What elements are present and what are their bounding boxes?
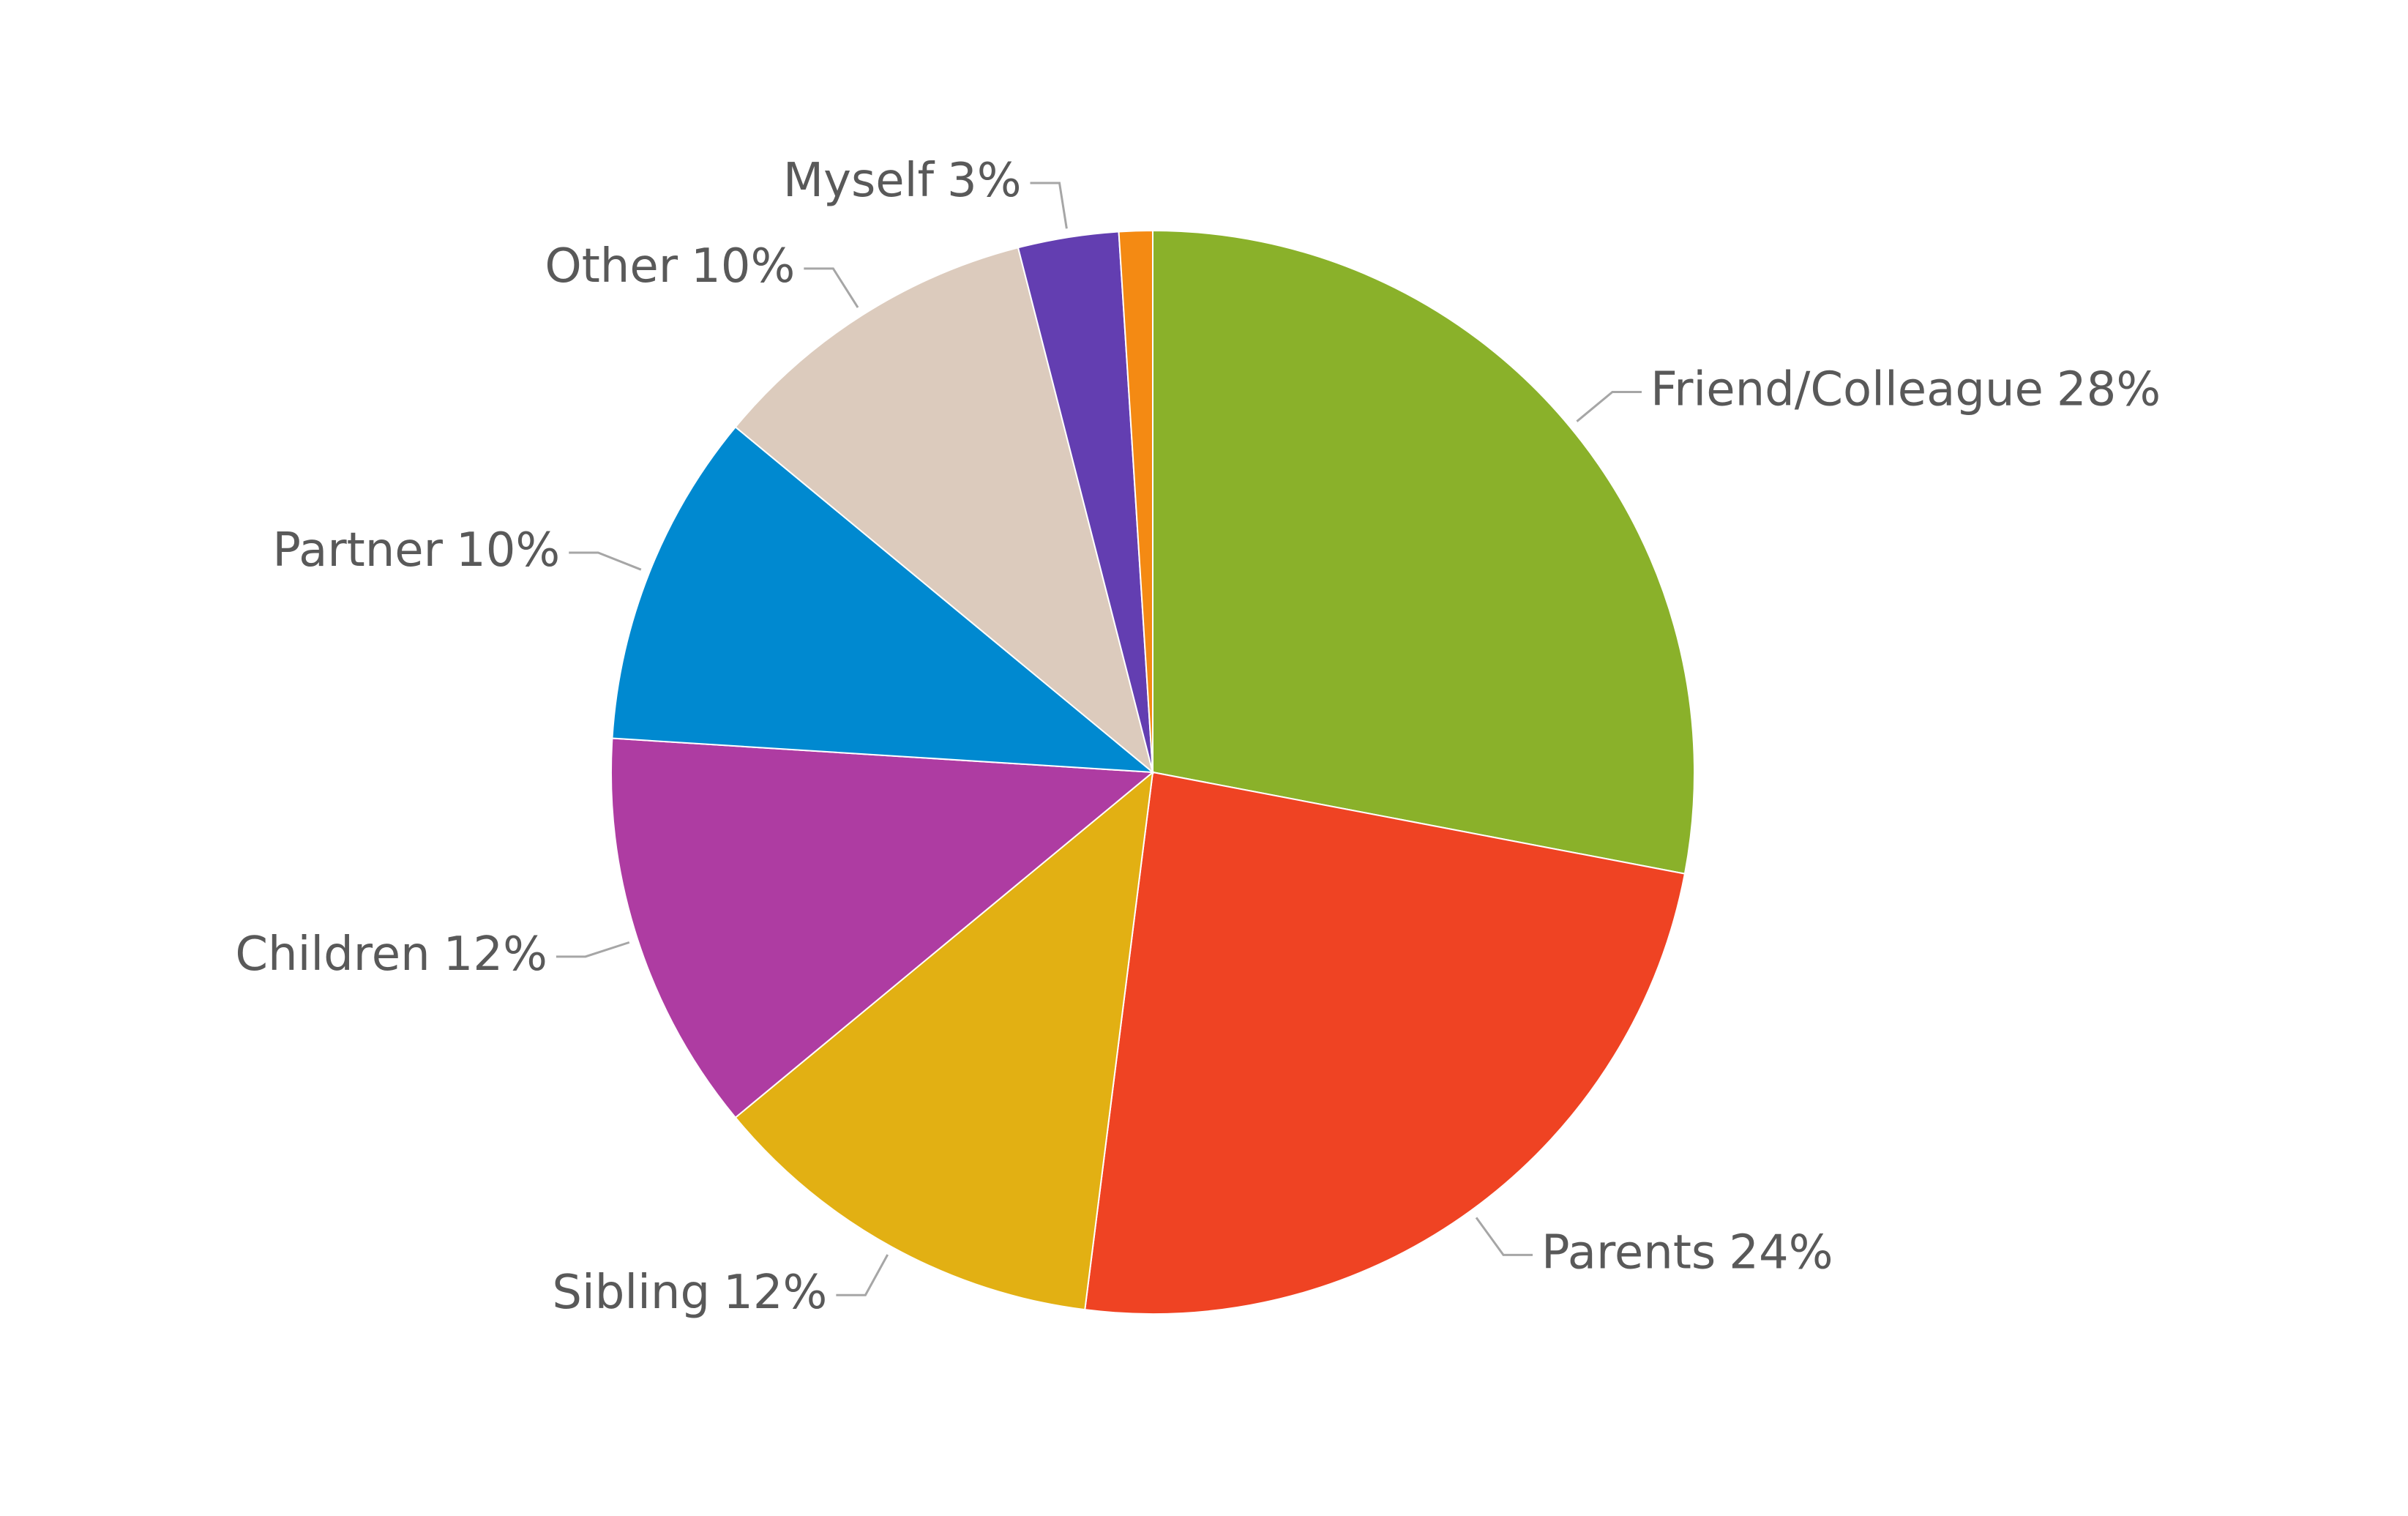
slice-value: 10% [691, 239, 795, 293]
leader-line [569, 551, 642, 571]
slice-label: Sibling 12% [552, 1266, 827, 1320]
leader-line [1475, 1217, 1533, 1256]
pie-slice [734, 770, 1154, 1311]
slice-category: Partner [272, 523, 443, 578]
slice-category: Parents [1541, 1225, 1716, 1280]
slice-label: Children 12% [235, 927, 547, 981]
slice-label: Parents 24% [1541, 1225, 1833, 1280]
pie-slice [1084, 771, 1686, 1315]
slice-value: 3% [947, 154, 1022, 208]
leader-line [1576, 390, 1642, 422]
slice-label: Other 10% [545, 239, 795, 293]
slice-category: Other [545, 239, 678, 293]
pie-slice [1152, 229, 1695, 875]
pie-slice [734, 247, 1154, 774]
pie-slice [1118, 229, 1153, 773]
slice-category: Sibling [552, 1266, 710, 1320]
slice-label: Myself 3% [783, 154, 1022, 208]
slice-category: Children [235, 927, 430, 981]
slice-value: 12% [444, 927, 547, 981]
slice-category: Myself [783, 154, 935, 208]
slice-label: Friend/Colleague 28% [1650, 362, 2161, 417]
leader-line [836, 1254, 889, 1296]
slice-value: 28% [2057, 362, 2161, 417]
leader-line [556, 941, 630, 958]
leader-line [804, 267, 859, 308]
slice-category: Friend/Colleague [1650, 362, 2044, 417]
slice-value: 10% [456, 523, 560, 578]
pie-slice [610, 737, 1155, 1119]
slice-value: 24% [1729, 1225, 1833, 1280]
slice-label: Partner 10% [272, 523, 560, 578]
slice-value: 12% [723, 1266, 827, 1320]
leader-line [1030, 182, 1068, 229]
pie-slice [611, 425, 1156, 774]
